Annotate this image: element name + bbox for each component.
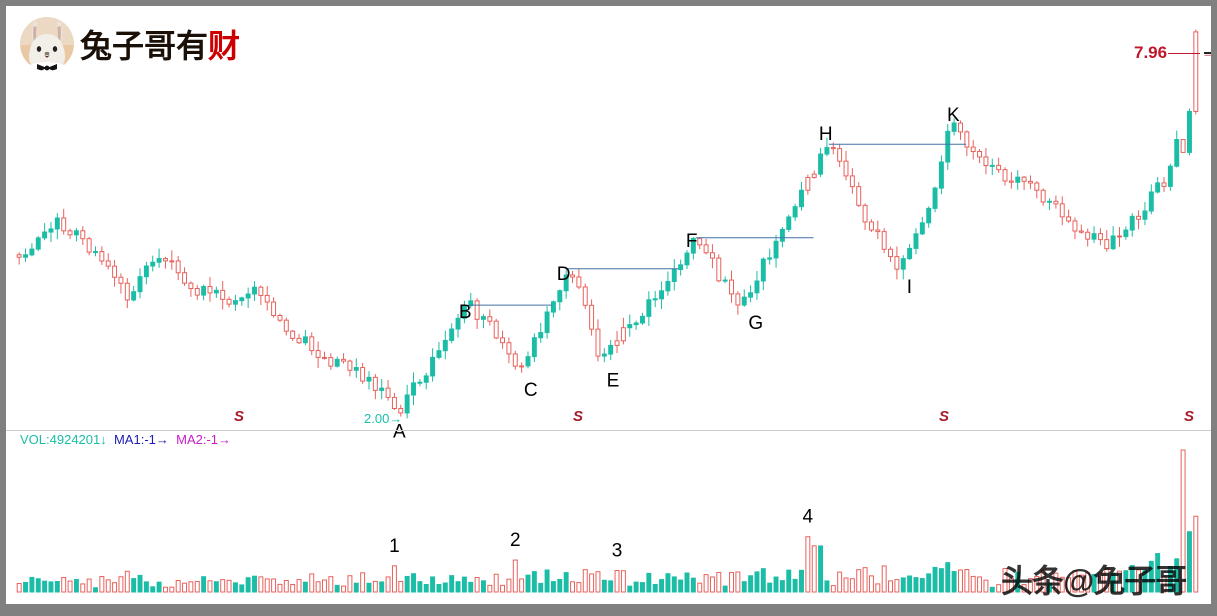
svg-text:K: K xyxy=(947,105,960,126)
svg-text:I: I xyxy=(907,277,912,298)
svg-text:D: D xyxy=(557,264,571,285)
svg-text:1: 1 xyxy=(389,536,400,557)
svg-text:H: H xyxy=(819,124,833,145)
svg-text:E: E xyxy=(607,370,620,391)
svg-text:2: 2 xyxy=(510,530,521,551)
svg-text:B: B xyxy=(459,302,472,323)
svg-text:4: 4 xyxy=(803,507,814,528)
svg-text:F: F xyxy=(686,231,698,252)
svg-text:3: 3 xyxy=(612,541,623,562)
svg-text:C: C xyxy=(524,380,538,401)
svg-text:G: G xyxy=(748,313,763,334)
